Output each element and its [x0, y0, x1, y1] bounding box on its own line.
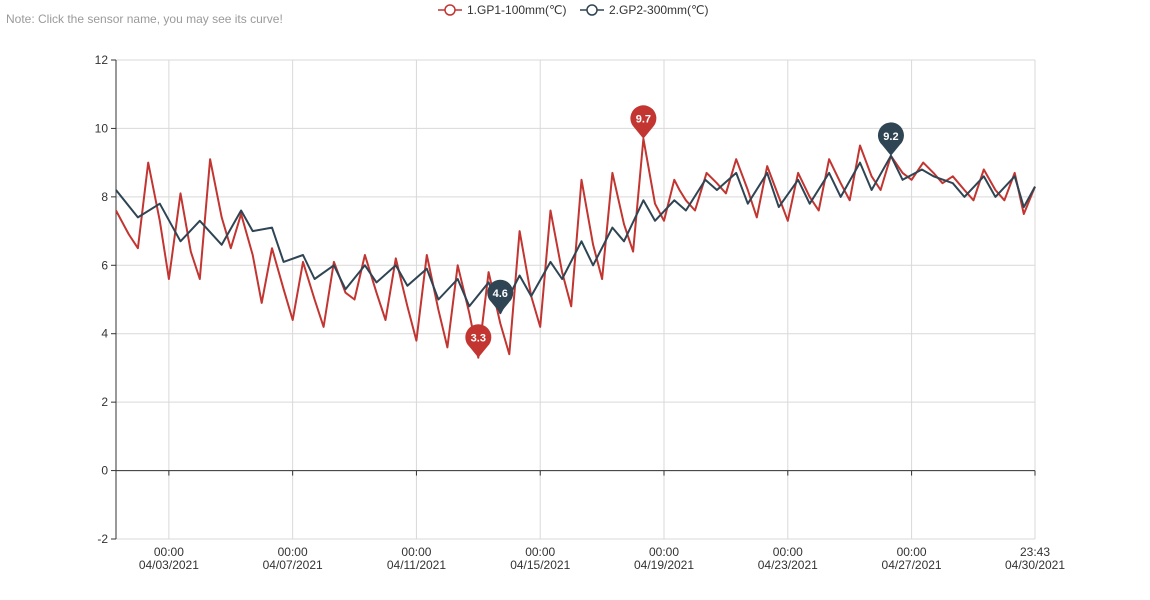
min-marker-1-shape — [465, 324, 492, 358]
max-marker-2-label: 9.2 — [883, 131, 898, 143]
max-marker-1-shape — [630, 105, 657, 139]
y-tick-label: 2 — [101, 395, 108, 409]
y-tick-label: 8 — [101, 190, 108, 204]
min-marker-2-label: 4.6 — [493, 288, 508, 300]
markers: 9.7 3.3 9.2 4.6 — [465, 105, 904, 358]
x-tick-date-label: 04/07/2021 — [263, 558, 323, 572]
x-tick-date-label: 04/15/2021 — [510, 558, 570, 572]
grid — [116, 59, 1036, 540]
min-marker-2-shape — [487, 279, 514, 314]
max-marker-2: 9.2 — [877, 122, 904, 156]
series-lines — [115, 137, 1036, 359]
x-tick-time-label: 00:00 — [278, 545, 308, 559]
legend-circle-icon — [444, 4, 456, 16]
x-tick-date-label: 04/30/2021 — [1005, 558, 1065, 572]
y-tick-label: 10 — [95, 121, 109, 135]
axes: -202468101200:0004/03/202100:0004/07/202… — [95, 53, 1066, 572]
legend-label: 1.GP1-100mm(℃) — [467, 3, 567, 17]
max-marker-1-label: 9.7 — [636, 114, 651, 126]
x-tick-date-label: 04/03/2021 — [139, 558, 199, 572]
y-tick-label: 6 — [101, 258, 108, 272]
x-tick-time-label: 00:00 — [649, 545, 679, 559]
y-tick-label: -2 — [97, 532, 108, 546]
y-tick-label: 0 — [101, 464, 108, 478]
x-tick-time-label: 00:00 — [401, 545, 431, 559]
x-tick-time-label: 00:00 — [773, 545, 803, 559]
legend-item-1[interactable]: 1.GP1-100mm(℃) — [438, 3, 567, 17]
legend-circle-icon — [586, 4, 598, 16]
min-marker-2: 4.6 — [487, 279, 514, 314]
x-tick-time-label: 00:00 — [897, 545, 927, 559]
x-tick-time-label: 00:00 — [154, 545, 184, 559]
x-tick-date-label: 04/27/2021 — [882, 558, 942, 572]
chart-note: Note: Click the sensor name, you may see… — [6, 12, 283, 26]
y-tick-label: 4 — [101, 327, 108, 341]
x-tick-date-label: 04/19/2021 — [634, 558, 694, 572]
y-tick-label: 12 — [95, 53, 109, 67]
min-marker-1: 3.3 — [465, 324, 492, 358]
x-tick-time-label: 23:43 — [1020, 545, 1050, 559]
series-line-2 — [115, 154, 1036, 315]
legend-item-2[interactable]: 2.GP2-300mm(℃) — [580, 3, 709, 17]
legend-label: 2.GP2-300mm(℃) — [609, 3, 709, 17]
legend[interactable]: 1.GP1-100mm(℃) 2.GP2-300mm(℃) — [438, 3, 709, 17]
x-tick-date-label: 04/23/2021 — [758, 558, 818, 572]
min-marker-1-label: 3.3 — [471, 333, 486, 345]
max-marker-2-shape — [877, 122, 904, 156]
max-marker-1: 9.7 — [630, 105, 657, 139]
x-tick-date-label: 04/11/2021 — [387, 558, 446, 572]
x-tick-time-label: 00:00 — [525, 545, 555, 559]
series-line-1 — [115, 137, 1036, 359]
